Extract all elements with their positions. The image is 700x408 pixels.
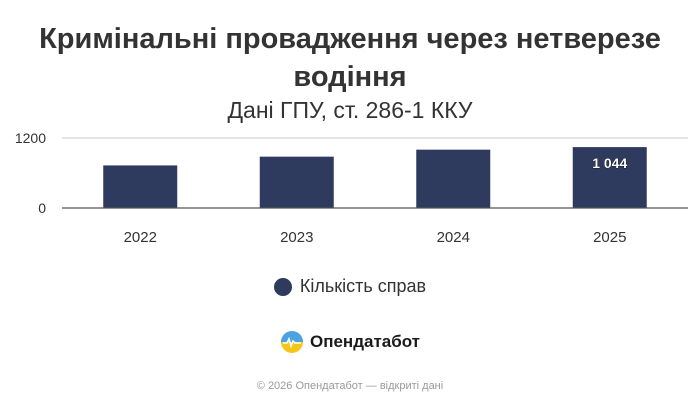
bar (572, 147, 647, 208)
y-tick-label: 1200 (15, 130, 46, 146)
x-tick-label: 2025 (593, 229, 626, 246)
x-tick-label: 2022 (124, 229, 157, 246)
legend-marker (273, 277, 292, 296)
legend: Кількість справ (0, 276, 700, 297)
opendatabot-logo-icon (280, 331, 303, 353)
legend-label: Кількість справ (299, 276, 427, 296)
chart-subtitle: Дані ГПУ, ст. 286-1 ККУ (227, 97, 473, 123)
x-tick-label: 2023 (280, 229, 313, 246)
x-tick-label: 2024 (437, 229, 470, 246)
bar (416, 149, 491, 208)
brand-name: Опендатабот (309, 332, 421, 351)
data-label: 1 044 (592, 155, 627, 171)
y-tick-label: 0 (38, 200, 46, 216)
bar-chart: 0 1200 2022 2023 2024 2025 1 044 (15, 130, 688, 246)
brand: Опендатабот (0, 330, 700, 354)
bar (103, 165, 178, 208)
bar (259, 156, 334, 208)
chart-title: Кримінальні провадження через нетверезе … (39, 23, 661, 93)
footer-text: © 2026 Опендатабот — відкриті дані (256, 380, 444, 392)
